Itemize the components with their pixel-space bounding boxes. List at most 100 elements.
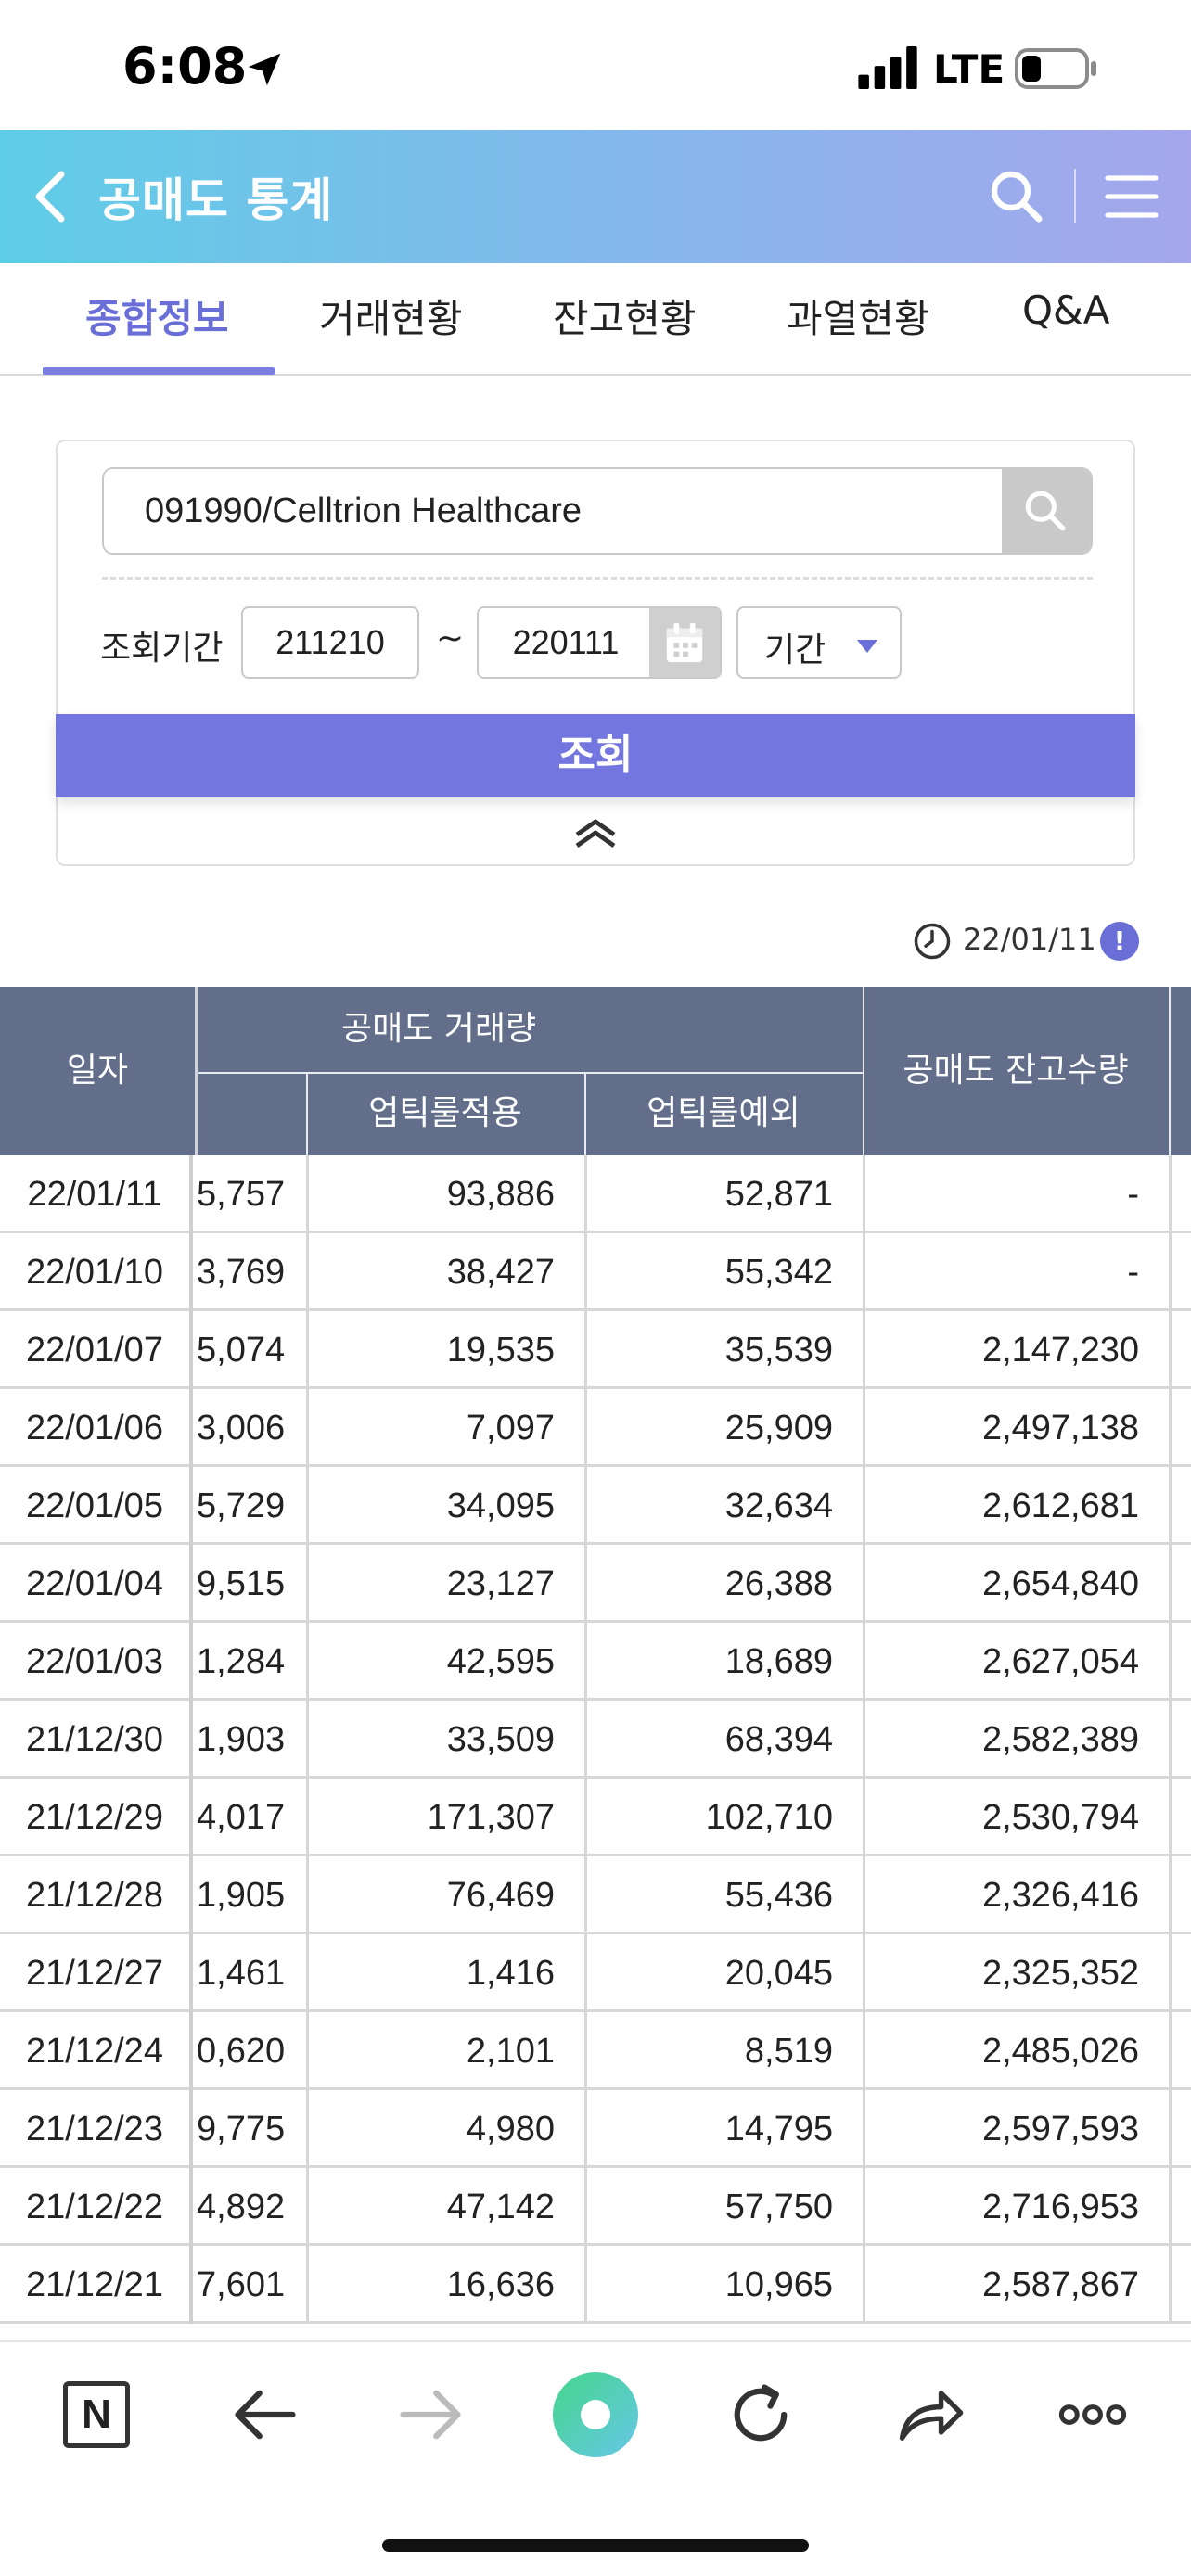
cell-balance: 2,326,416 <box>863 1856 1169 1934</box>
table-row: 21/12/24 0,620 2,101 8,519 2,485,026 <box>0 2012 1191 2090</box>
table-row: 22/01/06 3,006 7,097 25,909 2,497,138 <box>0 1389 1191 1467</box>
cell-uptick-exempt: 18,689 <box>584 1623 863 1701</box>
tab-bar: 종합정보 거래현황 잔고현황 과열현황 Q&A <box>0 263 1191 376</box>
cell-total-volume: 7,601 <box>197 2265 286 2304</box>
table-row: 22/01/04 9,515 23,127 26,388 2,654,840 <box>0 1545 1191 1623</box>
cell-uptick-exempt: 102,710 <box>584 1779 863 1856</box>
tab-overheat[interactable]: 과열현황 <box>787 296 930 341</box>
tab-balance[interactable]: 잔고현황 <box>553 296 697 341</box>
cell-uptick-exempt: 55,436 <box>584 1856 863 1934</box>
cell-balance: 2,597,593 <box>863 2090 1169 2168</box>
cell-uptick-applied: 93,886 <box>306 1155 584 1233</box>
cell-uptick-applied: 76,469 <box>306 1856 584 1934</box>
cell-balance: 2,654,840 <box>863 1545 1169 1623</box>
table-row: 21/12/30 1,903 33,509 68,394 2,582,389 <box>0 1701 1191 1779</box>
cell-total-volume: 9,775 <box>197 2110 286 2149</box>
cell-extra <box>1169 2090 1191 2168</box>
cell-balance: 2,612,681 <box>863 1467 1169 1545</box>
period-label: 조회기간 <box>100 630 224 668</box>
cell-extra <box>1169 1233 1191 1311</box>
share-icon[interactable] <box>890 2376 968 2454</box>
table-row: 21/12/27 1,461 1,416 20,045 2,325,352 <box>0 1934 1191 2012</box>
cell-uptick-applied: 42,595 <box>306 1623 584 1701</box>
naver-home-button[interactable]: N <box>63 2381 130 2448</box>
cell-uptick-applied: 19,535 <box>306 1311 584 1389</box>
back-icon[interactable] <box>30 167 70 226</box>
cell-extra <box>1169 1311 1191 1389</box>
cell-extra <box>1169 2246 1191 2324</box>
header-balance: 공매도 잔고수량 <box>863 987 1169 1155</box>
green-dot-button[interactable] <box>553 2372 638 2457</box>
cell-total-volume: 1,903 <box>197 1720 286 1759</box>
stock-search-button[interactable] <box>1002 469 1091 553</box>
cell-total-volume: 1,905 <box>197 1876 286 1915</box>
cell-uptick-applied: 34,095 <box>306 1467 584 1545</box>
cell-balance: 2,587,867 <box>863 2246 1169 2324</box>
cell-date: 21/12/21 <box>0 2246 193 2324</box>
search-icon[interactable] <box>987 167 1046 226</box>
cell-total-volume: 1,461 <box>197 1954 286 1993</box>
location-arrow-icon <box>248 53 281 86</box>
calendar-button[interactable] <box>649 608 720 677</box>
period-select[interactable]: 기간 <box>736 606 902 679</box>
table-row: 21/12/23 9,775 4,980 14,795 2,597,593 <box>0 2090 1191 2168</box>
app-header: 공매도 통계 <box>0 130 1191 263</box>
cell-uptick-applied: 47,142 <box>306 2168 584 2246</box>
stock-input[interactable] <box>104 469 1004 553</box>
info-icon[interactable]: ! <box>1100 922 1139 961</box>
back-arrow-icon[interactable] <box>226 2376 304 2454</box>
date-separator: ~ <box>436 619 465 657</box>
cell-date: 22/01/03 <box>0 1623 193 1701</box>
cell-uptick-exempt: 57,750 <box>584 2168 863 2246</box>
tab-summary[interactable]: 종합정보 <box>85 296 229 341</box>
cell-uptick-applied: 16,636 <box>306 2246 584 2324</box>
forward-arrow-icon[interactable] <box>391 2376 469 2454</box>
cell-extra <box>1169 1623 1191 1701</box>
tab-qa[interactable]: Q&A <box>1022 287 1110 333</box>
cell-date: 22/01/10 <box>0 1233 193 1311</box>
caret-down-icon <box>857 640 877 653</box>
cell-total-volume: 5,757 <box>197 1175 286 1214</box>
header-volume-group: 공매도 거래량 <box>198 987 863 1072</box>
table-row: 22/01/11 5,757 93,886 52,871- <box>0 1155 1191 1233</box>
table-row: 22/01/07 5,074 19,535 35,539 2,147,230 <box>0 1311 1191 1389</box>
header-date: 일자 <box>0 987 195 1155</box>
table-row: 22/01/03 1,284 42,595 18,689 2,627,054 <box>0 1623 1191 1701</box>
cell-date: 22/01/11 <box>0 1155 193 1233</box>
more-icon[interactable] <box>1054 2376 1132 2454</box>
cell-uptick-exempt: 10,965 <box>584 2246 863 2324</box>
table-row: 21/12/21 7,601 16,636 10,965 2,587,867 <box>0 2246 1191 2324</box>
short-sale-table[interactable]: 일자 공매도 거래량 업틱룰적용 업틱룰예외 공매도 잔고수량 22/01/11… <box>0 987 1191 2340</box>
cell-extra <box>1169 2012 1191 2090</box>
cell-total-volume: 1,284 <box>197 1642 286 1681</box>
update-timestamp: 22/01/11 <box>963 922 1096 957</box>
refresh-icon[interactable] <box>722 2376 800 2454</box>
date-to-input[interactable] <box>479 608 653 677</box>
collapse-up-icon[interactable] <box>570 814 621 851</box>
date-from-input[interactable] <box>241 606 419 679</box>
cell-uptick-exempt: 55,342 <box>584 1233 863 1311</box>
cell-uptick-exempt: 68,394 <box>584 1701 863 1779</box>
cell-date: 22/01/05 <box>0 1467 193 1545</box>
clock-icon <box>914 923 951 960</box>
menu-icon[interactable] <box>1104 171 1159 223</box>
cell-date: 21/12/28 <box>0 1856 193 1934</box>
cell-uptick-applied: 38,427 <box>306 1233 584 1311</box>
cell-total-volume: 3,006 <box>197 1409 286 1447</box>
cell-uptick-exempt: 52,871 <box>584 1155 863 1233</box>
tab-trading[interactable]: 거래현황 <box>319 296 463 341</box>
active-tab-indicator <box>43 367 275 375</box>
cell-uptick-applied: 1,416 <box>306 1934 584 2012</box>
cell-extra <box>1169 1856 1191 1934</box>
query-button[interactable]: 조회 <box>56 714 1135 797</box>
status-bar: 6:08 LTE <box>0 0 1191 130</box>
cell-balance: 2,716,953 <box>863 2168 1169 2246</box>
cell-extra <box>1169 1779 1191 1856</box>
stock-search-box <box>102 467 1093 555</box>
cell-extra <box>1169 1545 1191 1623</box>
table-row: 21/12/28 1,905 76,469 55,436 2,326,416 <box>0 1856 1191 1934</box>
header-line <box>584 1072 586 1155</box>
header-line <box>863 987 864 1155</box>
cell-uptick-applied: 23,127 <box>306 1545 584 1623</box>
browser-toolbar: N <box>0 2340 1191 2576</box>
